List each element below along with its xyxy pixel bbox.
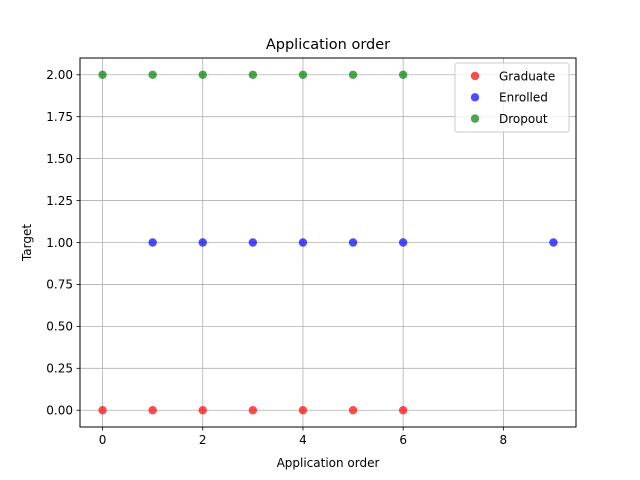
dropout-point — [298, 70, 308, 79]
x-tick-label: 8 — [500, 433, 508, 447]
enrolled-point — [148, 238, 157, 247]
y-tick-label: 0.75 — [46, 278, 73, 292]
y-tick-label: 0.25 — [46, 362, 73, 376]
legend-label-enrolled: Enrolled — [499, 91, 548, 105]
dropout-point — [148, 70, 157, 79]
y-tick-label: 0.50 — [46, 320, 73, 334]
dropout-point — [398, 70, 408, 79]
graduate-point — [248, 406, 258, 415]
enrolled-point — [198, 238, 207, 247]
enrolled-point — [549, 238, 558, 247]
enrolled-point — [248, 238, 258, 247]
enrolled-point — [298, 238, 308, 247]
y-tick-label: 1.50 — [46, 152, 73, 166]
x-tick-label: 6 — [399, 433, 407, 447]
y-axis-label: Target — [20, 224, 34, 262]
enrolled-point — [348, 238, 358, 247]
graduate-point — [398, 406, 408, 415]
x-axis-ticks: 0 2 4 6 8 — [99, 427, 507, 447]
legend: Graduate Enrolled Dropout — [454, 62, 570, 133]
y-tick-label: 1.25 — [46, 194, 73, 208]
dropout-point — [98, 70, 107, 79]
legend-marker-enrolled — [470, 93, 480, 102]
x-axis-label: Application order — [277, 456, 380, 470]
x-tick-label: 0 — [99, 433, 107, 447]
graduate-point — [198, 406, 207, 415]
y-tick-label: 1.75 — [46, 110, 73, 124]
graduate-point — [148, 406, 157, 415]
dropout-point — [248, 70, 258, 79]
legend-marker-dropout — [470, 114, 480, 123]
y-tick-label: 1.00 — [46, 236, 73, 250]
graduate-point — [348, 406, 358, 415]
y-tick-label: 2.00 — [46, 68, 73, 82]
data-points — [98, 70, 558, 415]
legend-marker-graduate — [470, 71, 480, 81]
graduate-point — [298, 406, 308, 415]
dropout-point — [348, 70, 358, 79]
graduate-point — [98, 406, 107, 415]
y-axis-ticks: 0.00 0.25 0.50 0.75 1.00 1.25 1.50 1.75 2.00 — [46, 68, 80, 418]
chart-title: Application order — [266, 37, 390, 53]
dropout-point — [198, 70, 207, 79]
legend-label-dropout: Dropout — [499, 112, 548, 126]
x-tick-label: 2 — [199, 433, 207, 447]
legend-label-graduate: Graduate — [499, 69, 555, 83]
y-tick-label: 0.00 — [46, 404, 73, 418]
x-tick-label: 4 — [299, 433, 307, 447]
legend-box — [454, 62, 570, 133]
enrolled-point — [398, 238, 408, 247]
